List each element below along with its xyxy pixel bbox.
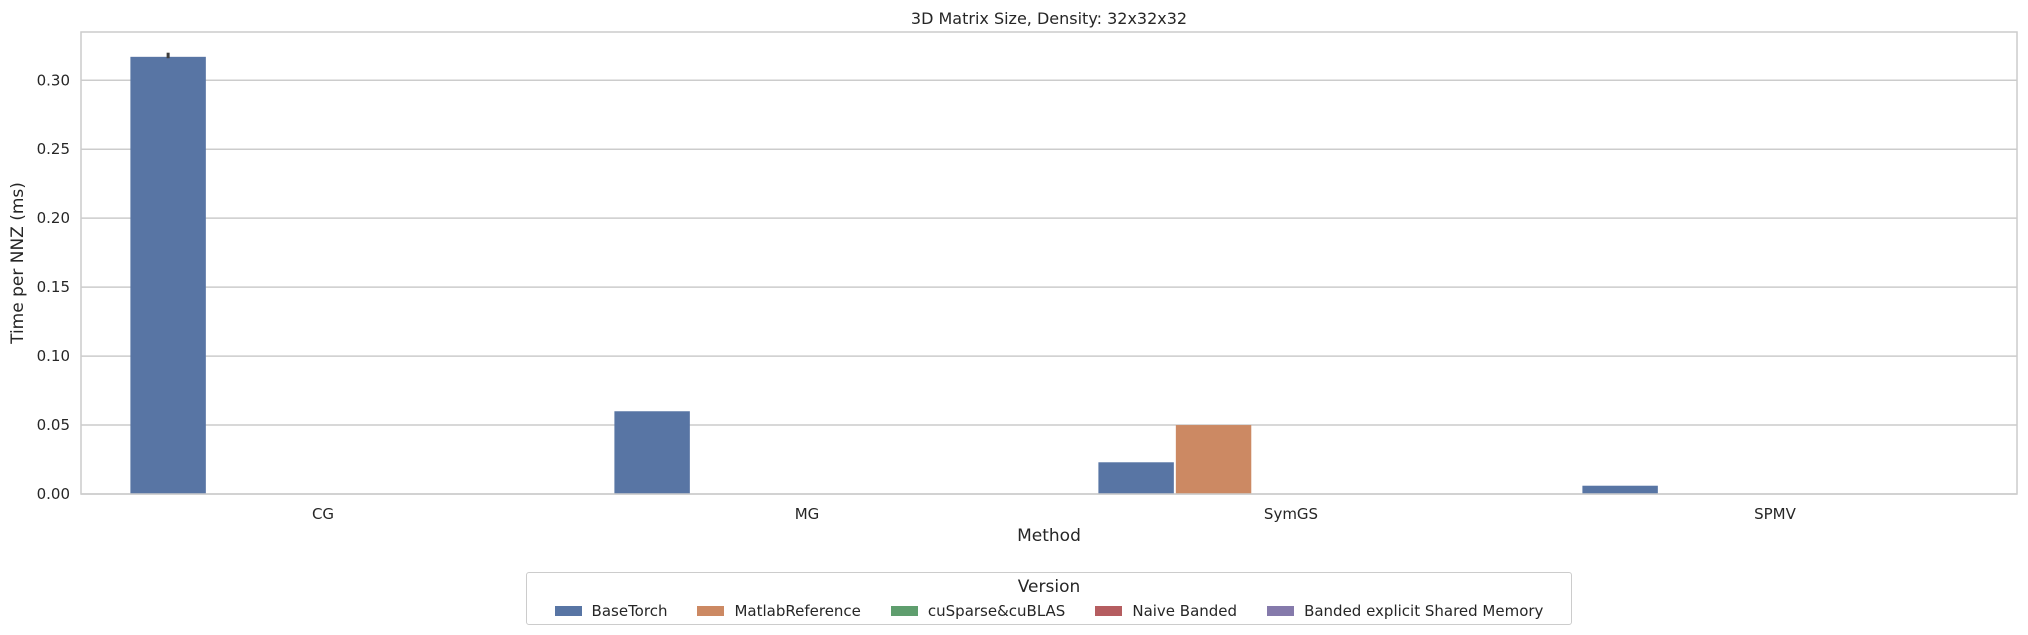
legend-swatch bbox=[1095, 606, 1123, 616]
plot-frame bbox=[80, 31, 2018, 495]
bar-basetorch-cg bbox=[130, 56, 206, 494]
legend-item: BaseTorch bbox=[554, 602, 668, 620]
legend-label: Banded explicit Shared Memory bbox=[1304, 602, 1544, 620]
y-tick-label: 0.15 bbox=[37, 278, 70, 296]
x-tick-label: SPMV bbox=[1754, 505, 1797, 523]
x-tick-label: MG bbox=[795, 505, 820, 523]
legend: Version BaseTorch MatlabReference cuSparse… bbox=[526, 572, 1572, 625]
legend-item: cuSparse&cuBLAS bbox=[890, 602, 1066, 620]
legend-swatch bbox=[697, 606, 725, 616]
bar-matlabreference-symgs bbox=[1175, 425, 1252, 494]
y-axis-label: Time per NNZ (ms) bbox=[8, 182, 28, 345]
legend-swatch bbox=[1267, 606, 1295, 616]
grid-lines bbox=[81, 79, 2017, 495]
legend-label: BaseTorch bbox=[591, 602, 668, 620]
bar-basetorch-mg bbox=[614, 411, 690, 494]
chart-title: 3D Matrix Size, Density: 32x32x32 bbox=[911, 9, 1187, 28]
legend-label: cuSparse&cuBLAS bbox=[927, 602, 1066, 620]
legend-label: Naive Banded bbox=[1132, 602, 1238, 620]
y-tick-label: 0.30 bbox=[37, 71, 70, 89]
legend-item: Banded explicit Shared Memory bbox=[1267, 602, 1543, 620]
legend-title: Version bbox=[1017, 577, 1081, 597]
y-tick-label: 0.10 bbox=[37, 347, 70, 365]
x-tick-labels: CG MG SymGS SPMV bbox=[312, 505, 1797, 523]
x-tick-label: CG bbox=[312, 505, 334, 523]
legend-items: BaseTorch MatlabReference cuSparse&cuBLAS N… bbox=[527, 602, 1571, 620]
legend-swatch bbox=[554, 606, 582, 616]
bar-basetorch-symgs bbox=[1098, 462, 1174, 494]
legend-item: Naive Banded bbox=[1095, 602, 1237, 620]
y-tick-label: 0.00 bbox=[37, 485, 70, 503]
y-tick-label: 0.25 bbox=[37, 140, 70, 158]
bars bbox=[130, 52, 1658, 494]
legend-swatch bbox=[890, 606, 918, 616]
y-tick-labels: 0.00 0.05 0.10 0.15 0.20 0.25 0.30 bbox=[37, 71, 70, 503]
x-axis-label: Method bbox=[1017, 526, 1081, 546]
legend-item: MatlabReference bbox=[697, 602, 861, 620]
y-tick-label: 0.05 bbox=[37, 416, 70, 434]
y-tick-label: 0.20 bbox=[37, 209, 70, 227]
legend-label: MatlabReference bbox=[734, 602, 861, 620]
x-tick-label: SymGS bbox=[1264, 505, 1318, 523]
bar-basetorch-spmv bbox=[1582, 485, 1658, 494]
